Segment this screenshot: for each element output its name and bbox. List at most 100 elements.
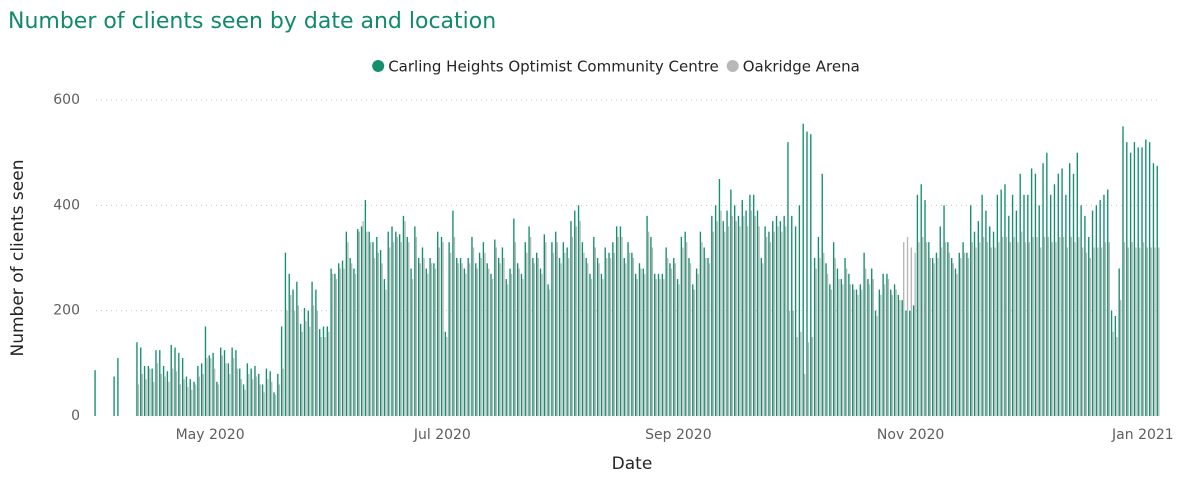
bar bbox=[1040, 247, 1042, 416]
bar bbox=[570, 221, 572, 416]
bar bbox=[548, 289, 551, 416]
bar bbox=[857, 294, 859, 416]
bar bbox=[551, 242, 553, 416]
bar bbox=[920, 184, 922, 416]
bar bbox=[312, 305, 315, 416]
bar bbox=[989, 226, 991, 416]
bar bbox=[564, 252, 566, 416]
y-tick-label: 600 bbox=[53, 92, 80, 108]
bar bbox=[168, 381, 170, 416]
bar bbox=[406, 236, 408, 416]
bar bbox=[602, 279, 604, 416]
bar bbox=[113, 376, 115, 416]
bar bbox=[741, 200, 743, 416]
bar bbox=[872, 279, 874, 416]
bar bbox=[628, 252, 631, 416]
bar bbox=[240, 379, 242, 416]
bar bbox=[647, 231, 650, 416]
grid: 0 200 400 600 May 2020 Jul 2020 Sep 2020 Nov 20… bbox=[53, 92, 1173, 443]
bar bbox=[343, 268, 345, 416]
bar bbox=[1062, 236, 1065, 416]
bar bbox=[1055, 242, 1057, 416]
bar bbox=[606, 258, 608, 416]
bar bbox=[278, 384, 281, 416]
bar bbox=[587, 263, 589, 416]
bar bbox=[537, 258, 539, 416]
bar bbox=[849, 284, 852, 416]
bar bbox=[149, 368, 151, 416]
bar bbox=[735, 221, 737, 416]
bar bbox=[730, 189, 732, 416]
bar bbox=[457, 263, 459, 416]
bar bbox=[1008, 215, 1010, 416]
bar bbox=[251, 379, 254, 416]
bar bbox=[615, 226, 618, 416]
bar bbox=[589, 273, 591, 416]
legend: Carling Heights Optimist Community Centr… bbox=[372, 58, 860, 76]
bar bbox=[494, 239, 496, 416]
bar bbox=[206, 358, 208, 416]
bar bbox=[981, 194, 983, 416]
bar bbox=[398, 234, 401, 416]
bar bbox=[446, 337, 448, 416]
bar bbox=[232, 358, 235, 416]
bar bbox=[883, 284, 886, 416]
bar bbox=[229, 373, 231, 416]
bar bbox=[174, 347, 176, 416]
bar bbox=[331, 273, 334, 416]
bar bbox=[693, 289, 695, 416]
bar bbox=[145, 379, 147, 416]
bar bbox=[1150, 247, 1152, 416]
bar bbox=[164, 376, 166, 416]
bar bbox=[1004, 184, 1006, 416]
bar bbox=[762, 263, 764, 416]
bar bbox=[982, 236, 985, 416]
bar bbox=[848, 273, 850, 416]
bar bbox=[254, 365, 256, 416]
bar bbox=[560, 263, 562, 416]
bar bbox=[1066, 247, 1069, 416]
bar bbox=[1133, 142, 1136, 416]
bar bbox=[773, 231, 775, 416]
bar bbox=[429, 258, 431, 416]
bar bbox=[1089, 258, 1091, 416]
bar bbox=[259, 384, 261, 416]
bar bbox=[880, 294, 882, 416]
bar bbox=[979, 242, 981, 416]
bar bbox=[216, 381, 218, 416]
bar bbox=[444, 331, 447, 416]
bar bbox=[518, 268, 520, 416]
bar bbox=[366, 231, 368, 416]
bar bbox=[901, 300, 903, 416]
bar bbox=[838, 279, 840, 416]
bar bbox=[985, 210, 987, 416]
bar bbox=[425, 268, 427, 416]
bar bbox=[383, 279, 386, 416]
bar bbox=[1127, 247, 1130, 416]
bar bbox=[463, 268, 466, 416]
bar bbox=[437, 231, 439, 416]
bar bbox=[788, 310, 791, 416]
bar bbox=[914, 252, 916, 416]
bar bbox=[1030, 168, 1033, 416]
bar bbox=[796, 337, 798, 416]
bar bbox=[326, 326, 328, 416]
bar bbox=[613, 252, 616, 416]
bar bbox=[585, 258, 587, 416]
bar bbox=[526, 252, 528, 416]
bar bbox=[478, 252, 481, 416]
bar bbox=[711, 215, 713, 416]
bar bbox=[970, 205, 972, 416]
bar bbox=[1043, 236, 1046, 416]
bar bbox=[663, 279, 665, 416]
bar bbox=[1053, 184, 1056, 416]
bar bbox=[456, 258, 458, 416]
bar bbox=[187, 387, 189, 416]
bar bbox=[309, 326, 311, 416]
bar bbox=[581, 242, 584, 416]
bar bbox=[532, 258, 534, 416]
bar bbox=[311, 281, 313, 416]
bar bbox=[925, 242, 928, 416]
bar bbox=[760, 258, 763, 416]
bar bbox=[282, 368, 284, 416]
